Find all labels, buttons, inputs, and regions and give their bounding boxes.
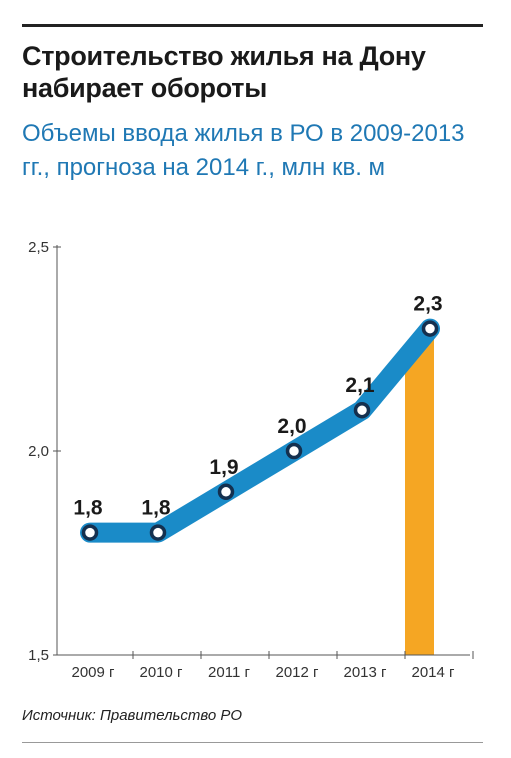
data-point: [285, 442, 303, 460]
bottom-rule: [22, 742, 483, 743]
y-tick-label: 2,0: [28, 443, 49, 460]
x-tick-label: 2012 г: [275, 664, 319, 681]
data-label: 2,3: [413, 293, 442, 316]
forecast-area: [405, 328, 434, 655]
y-tick-label: 1,5: [28, 647, 49, 664]
x-tick-label: 2010 г: [139, 664, 183, 681]
x-tick-label: 2011 г: [208, 664, 250, 681]
x-tick-label: 2014 г: [411, 664, 455, 681]
source-note: Источник: Правительство РО: [22, 707, 243, 724]
line-chart: 1,5 2,0 2,5 2009 г 2010 г 2011 г 2012 г 2013 г 2…: [28, 239, 474, 681]
chart-title: Строительство жилья на Дону набирает обо…: [22, 41, 426, 103]
top-rule: [22, 24, 483, 27]
data-point: [421, 320, 439, 337]
x-tick-label: 2009 г: [71, 664, 115, 681]
data-label: 1,8: [141, 497, 171, 520]
data-label: 2,1: [345, 374, 375, 397]
data-label: 1,8: [73, 497, 103, 520]
data-label: 2,0: [277, 415, 306, 438]
data-point: [353, 401, 371, 419]
data-point: [217, 483, 235, 501]
data-point: [81, 524, 99, 541]
y-tick-label: 2,5: [28, 239, 49, 256]
x-tick-label: 2013 г: [343, 664, 387, 681]
chart-subtitle: Объемы ввода жилья в РО в 2009-2013 гг.,…: [22, 120, 465, 181]
data-label: 1,9: [209, 456, 238, 479]
data-point: [149, 524, 167, 541]
series-line: [80, 318, 440, 543]
